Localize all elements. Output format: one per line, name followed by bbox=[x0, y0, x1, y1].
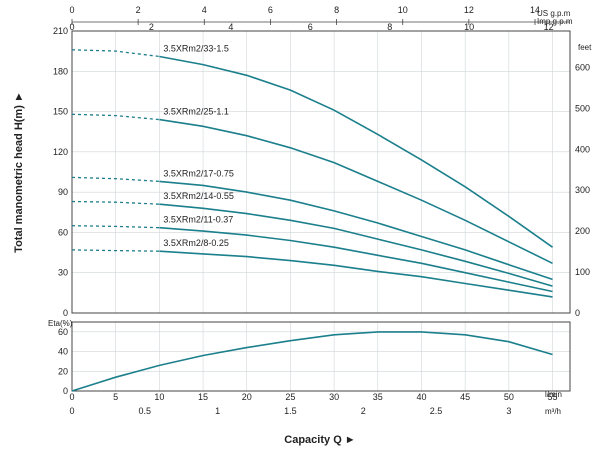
capacity-axis-title: Capacity Q ► bbox=[284, 434, 355, 446]
head-curve bbox=[159, 203, 553, 287]
head-tick-label: 30 bbox=[58, 268, 68, 278]
eta-tick-label: 20 bbox=[58, 366, 68, 376]
feet-tick-label: 100 bbox=[575, 267, 590, 277]
curve-label: 3.5XRm2/33-1.5 bbox=[163, 44, 229, 54]
head-tick-label: 150 bbox=[53, 107, 68, 117]
m3h-tick-label: 1.5 bbox=[284, 406, 297, 416]
m3h-tick-label: 0 bbox=[69, 406, 74, 416]
l-per-min-tick-label: 40 bbox=[416, 392, 426, 402]
l-per-min-tick-label: 25 bbox=[285, 392, 295, 402]
m3h-tick-label: 0.5 bbox=[139, 406, 152, 416]
l-per-min-tick-label: 15 bbox=[198, 392, 208, 402]
head-plot-frame bbox=[71, 30, 571, 314]
l-per-min-tick-label: 55 bbox=[548, 392, 558, 402]
head-curve-dashed bbox=[71, 200, 160, 205]
l-per-min-unit-label: l/min bbox=[545, 390, 562, 399]
imp-gpm-tick-label: 8 bbox=[387, 22, 392, 32]
head-curve-dashed bbox=[71, 113, 160, 121]
head-curve bbox=[159, 226, 553, 293]
head-tick-label: 180 bbox=[53, 66, 68, 76]
curve-label: 3.5XRm2/8-0.25 bbox=[163, 238, 229, 248]
eta-axis-label: Eta(%) bbox=[48, 319, 73, 328]
l-per-min-tick-label: 20 bbox=[242, 392, 252, 402]
us-gpm-tick-label: 10 bbox=[398, 5, 408, 15]
imp-gpm-tick-label: 12 bbox=[544, 22, 554, 32]
head-curve bbox=[159, 118, 553, 265]
imp-gpm-unit-label: Imp g.p.m bbox=[537, 17, 573, 26]
m3h-unit-label: m³/h bbox=[545, 407, 561, 416]
efficiency-curves bbox=[71, 331, 553, 392]
eta-tick-label: 60 bbox=[58, 327, 68, 337]
head-curve bbox=[159, 250, 553, 298]
head-axis-title: Total manometric head H(m) ► bbox=[13, 91, 25, 253]
m3h-tick-label: 1 bbox=[215, 406, 220, 416]
head-curve-dashed bbox=[71, 249, 160, 252]
head-curve-dashed bbox=[71, 176, 160, 183]
feet-tick-label: 300 bbox=[575, 185, 590, 195]
us-gpm-tick-label: 2 bbox=[136, 5, 141, 15]
head-tick-label: 210 bbox=[53, 26, 68, 36]
l-per-min-tick-label: 0 bbox=[69, 392, 74, 402]
feet-unit-label: feet bbox=[578, 43, 592, 52]
head-curve-dashed bbox=[71, 49, 160, 58]
curve-label: 3.5XRm2/25-1.1 bbox=[163, 107, 229, 117]
imp-gpm-tick-label: 6 bbox=[308, 22, 313, 32]
head-tick-label: 90 bbox=[58, 187, 68, 197]
feet-tick-label: 0 bbox=[575, 308, 580, 318]
head-grid bbox=[71, 30, 570, 314]
imp-gpm-tick-label: 4 bbox=[228, 22, 233, 32]
l-per-min-tick-label: 45 bbox=[460, 392, 470, 402]
us-gpm-tick-label: 14 bbox=[530, 5, 540, 15]
eta-tick-label: 0 bbox=[63, 386, 68, 396]
head-tick-label: 60 bbox=[58, 227, 68, 237]
imp-gpm-tick-label: 0 bbox=[69, 22, 74, 32]
curve-label: 3.5XRm2/14-0.55 bbox=[163, 191, 234, 201]
feet-tick-label: 500 bbox=[575, 103, 590, 113]
us-gpm-tick-label: 6 bbox=[268, 5, 273, 15]
us-gpm-tick-label: 8 bbox=[334, 5, 339, 15]
efficiency-plot-frame bbox=[71, 321, 571, 392]
imp-gpm-tick-label: 2 bbox=[149, 22, 154, 32]
l-per-min-tick-label: 50 bbox=[504, 392, 514, 402]
head-curves: 3.5XRm2/33-1.5 3.5XRm2/25-1.1 3.5XRm2/17-0… bbox=[71, 44, 553, 298]
head-tick-label: 0 bbox=[63, 308, 68, 318]
us-gpm-tick-label: 4 bbox=[202, 5, 207, 15]
m3h-tick-label: 3 bbox=[506, 406, 511, 416]
imp-gpm-tick-label: 10 bbox=[464, 22, 474, 32]
curve-label: 3.5XRm2/17-0.75 bbox=[163, 168, 234, 178]
efficiency-curve bbox=[71, 331, 553, 392]
l-per-min-tick-label: 5 bbox=[113, 392, 118, 402]
curve-label: 3.5XRm2/11-0.37 bbox=[163, 215, 233, 225]
feet-tick-label: 600 bbox=[575, 62, 590, 72]
head-curve-dashed bbox=[71, 225, 160, 229]
head-curve bbox=[159, 55, 553, 248]
l-per-min-tick-label: 30 bbox=[329, 392, 339, 402]
eta-tick-label: 40 bbox=[58, 347, 68, 357]
m3h-tick-label: 2.5 bbox=[430, 406, 443, 416]
us-gpm-unit-label: US g.p.m bbox=[537, 9, 571, 18]
l-per-min-tick-label: 10 bbox=[154, 392, 164, 402]
m3h-tick-label: 2 bbox=[361, 406, 366, 416]
l-per-min-tick-label: 35 bbox=[373, 392, 383, 402]
us-gpm-tick-label: 12 bbox=[464, 5, 474, 15]
feet-tick-label: 400 bbox=[575, 144, 590, 154]
head-curve bbox=[159, 180, 553, 281]
us-gpm-tick-label: 0 bbox=[69, 5, 74, 15]
feet-tick-label: 200 bbox=[575, 226, 590, 236]
head-tick-label: 120 bbox=[53, 147, 68, 157]
